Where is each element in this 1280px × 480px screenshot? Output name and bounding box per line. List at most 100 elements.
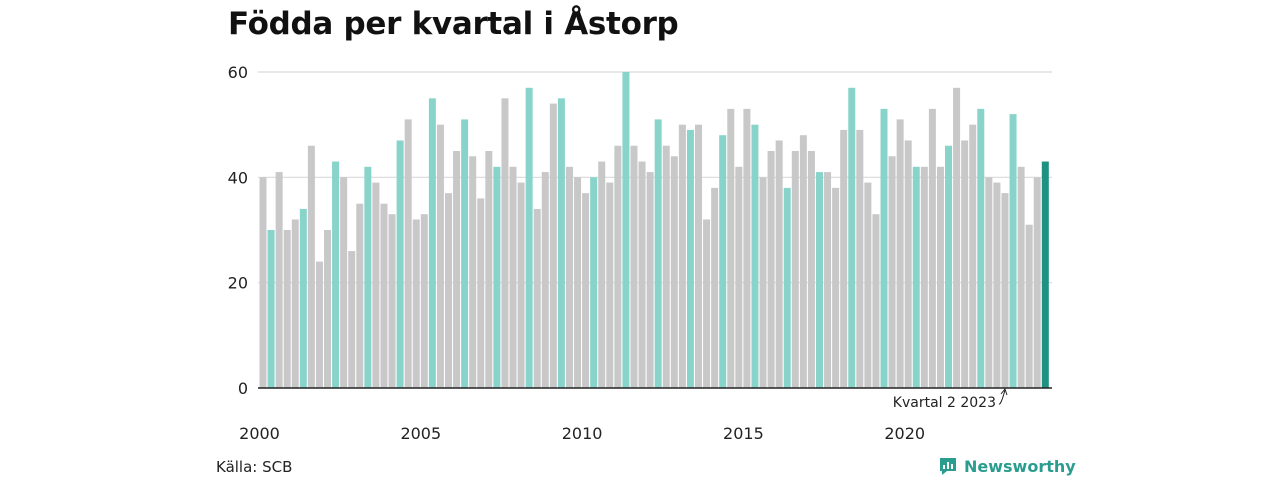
bar — [678, 124, 686, 389]
bar — [606, 182, 614, 388]
bar — [993, 182, 1001, 388]
bar — [565, 166, 573, 388]
y-tick-label: 40 — [228, 168, 248, 187]
bar — [630, 145, 638, 388]
bar — [348, 251, 356, 388]
bar — [436, 124, 444, 389]
bar — [364, 166, 372, 388]
bar — [719, 135, 727, 388]
bar — [517, 182, 525, 388]
bar — [767, 151, 775, 388]
bar — [638, 161, 646, 388]
bar — [590, 177, 598, 388]
bar — [920, 166, 928, 388]
x-tick-label: 2005 — [400, 424, 441, 443]
bar — [315, 261, 323, 388]
y-tick-label: 60 — [228, 63, 248, 82]
bar — [670, 156, 678, 388]
bars — [259, 72, 1049, 389]
bar — [412, 219, 420, 388]
bar — [574, 177, 582, 388]
bar — [775, 140, 783, 388]
bar — [880, 108, 888, 389]
bar — [654, 119, 662, 389]
x-tick-label: 2015 — [723, 424, 764, 443]
x-tick-label: 2000 — [239, 424, 280, 443]
bar — [291, 219, 299, 388]
bar — [525, 87, 533, 389]
bar — [533, 208, 541, 388]
bar — [469, 156, 477, 388]
bar — [815, 172, 823, 388]
bar — [703, 219, 711, 388]
bar — [493, 166, 501, 388]
newsworthy-logo-icon — [940, 458, 956, 475]
bar — [896, 119, 904, 389]
bar — [509, 166, 517, 388]
bar — [646, 172, 654, 388]
bar — [904, 140, 912, 388]
bar — [541, 172, 549, 388]
bar — [396, 140, 404, 388]
bar — [743, 108, 751, 389]
bar — [461, 119, 469, 389]
bar — [961, 140, 969, 388]
bar — [307, 145, 315, 388]
bar — [985, 177, 993, 388]
bar — [1009, 114, 1017, 388]
newsworthy-brand: Newsworthy — [938, 456, 1076, 476]
bar — [324, 230, 332, 388]
bar — [832, 187, 840, 388]
bar — [332, 161, 340, 388]
bar — [969, 124, 977, 389]
bar — [711, 187, 719, 388]
bar — [977, 108, 985, 389]
bar — [340, 177, 348, 388]
bar — [501, 98, 509, 388]
bar — [807, 151, 815, 388]
bar — [872, 214, 880, 388]
bar — [485, 151, 493, 388]
bar — [824, 172, 832, 388]
bar — [662, 145, 670, 388]
x-tick-label: 2010 — [562, 424, 603, 443]
bar — [686, 129, 694, 388]
brand-name: Newsworthy — [964, 456, 1076, 476]
bar — [267, 230, 275, 388]
bar — [614, 145, 622, 388]
bar — [695, 124, 703, 389]
y-tick-label: 0 — [238, 379, 248, 398]
bar — [372, 182, 380, 388]
bar — [791, 151, 799, 388]
bar — [549, 103, 557, 388]
bar — [420, 214, 428, 388]
bar — [856, 129, 864, 388]
bar — [936, 166, 944, 388]
latest-quarter-annotation: Kvartal 2 2023 — [893, 387, 1008, 411]
bar — [848, 87, 856, 389]
bar — [799, 135, 807, 388]
bar — [928, 108, 936, 389]
bar — [1041, 161, 1049, 388]
bar — [840, 129, 848, 388]
source-label: Källa: SCB — [216, 458, 293, 476]
x-tick-label: 2020 — [884, 424, 925, 443]
bar — [622, 72, 630, 388]
bar — [477, 198, 485, 388]
bar — [953, 87, 961, 389]
bar — [735, 166, 743, 388]
bar — [912, 166, 920, 388]
bar — [356, 203, 364, 388]
bar — [945, 145, 953, 388]
bar — [388, 214, 396, 388]
bar — [428, 98, 436, 388]
bar — [751, 124, 759, 389]
bar — [283, 230, 291, 388]
bar — [259, 177, 267, 388]
bar — [1025, 224, 1033, 388]
bar — [380, 203, 388, 388]
bar — [582, 193, 590, 388]
y-axis-ticks: 0 20 40 60 — [228, 63, 248, 398]
bar — [1001, 193, 1009, 388]
bar — [1033, 177, 1041, 388]
